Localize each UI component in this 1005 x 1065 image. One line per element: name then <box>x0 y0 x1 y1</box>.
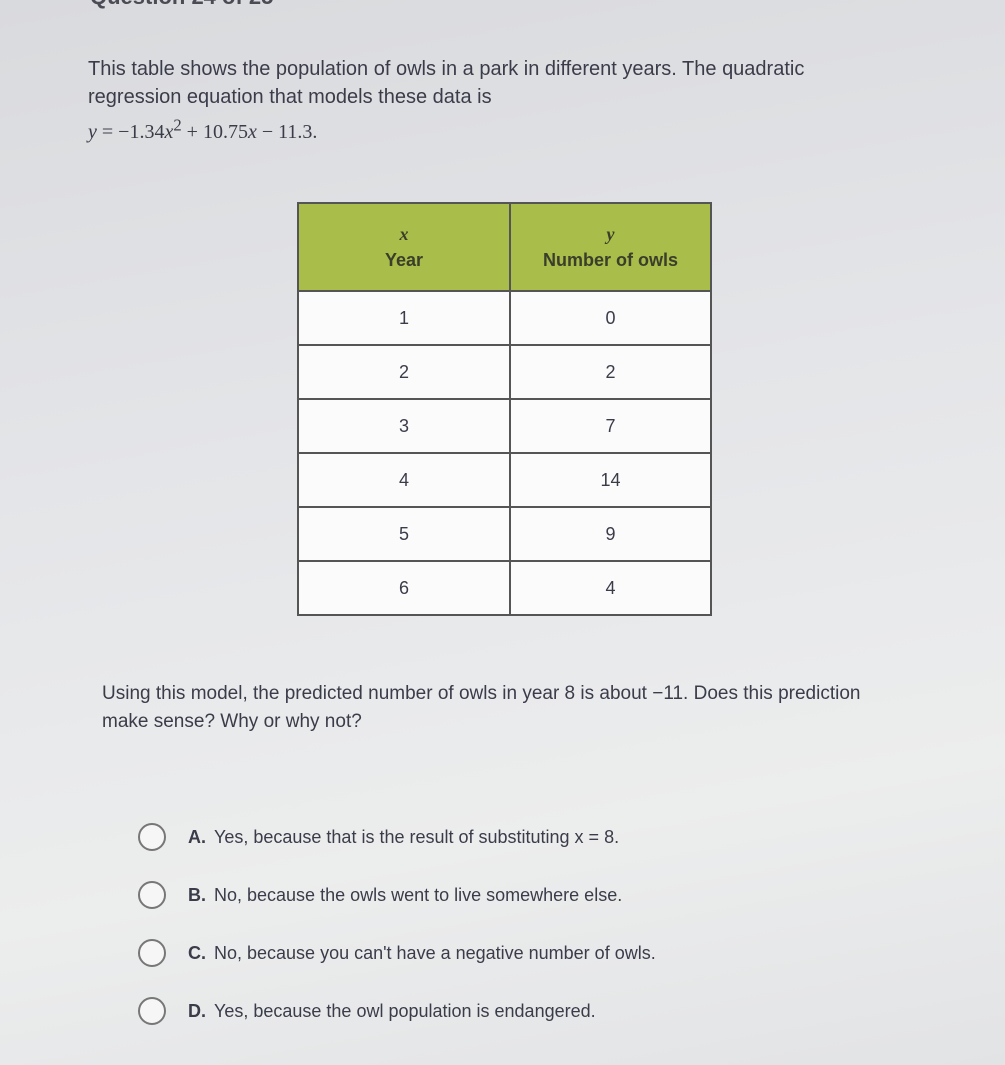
choice-b[interactable]: B. No, because the owls went to live some… <box>138 866 656 924</box>
regression-equation: y = −1.34x2 + 10.75x − 11.3. <box>88 115 318 143</box>
owls-cell: 7 <box>509 398 712 454</box>
year-cell: 3 <box>297 398 511 454</box>
radio-button[interactable] <box>138 997 166 1025</box>
year-cell: 1 <box>297 290 511 346</box>
owls-cell: 14 <box>509 452 712 508</box>
radio-button[interactable] <box>138 939 166 967</box>
choice-d[interactable]: D. Yes, because the owl population is end… <box>138 982 656 1040</box>
owls-cell: 4 <box>509 560 712 616</box>
owls-cell: 2 <box>509 344 712 400</box>
column-header-year: x Year <box>297 202 511 292</box>
owls-cell: 0 <box>509 290 712 346</box>
question-number: Question 24 of 25 <box>90 0 273 10</box>
answer-choices: A. Yes, because that is the result of sub… <box>138 808 656 1040</box>
year-cell: 5 <box>297 506 511 562</box>
radio-button[interactable] <box>138 823 166 851</box>
year-cell: 6 <box>297 560 511 616</box>
prompt-text: This table shows the population of owls … <box>88 58 805 108</box>
choice-c[interactable]: C. No, because you can't have a negative … <box>138 924 656 982</box>
owls-cell: 9 <box>509 506 712 562</box>
table-row: 4 14 <box>297 452 712 508</box>
radio-button[interactable] <box>138 881 166 909</box>
owl-population-table: x Year y Number of owls 1 0 2 2 3 7 4 14 5 9 6 4 <box>297 202 712 616</box>
year-cell: 4 <box>297 452 511 508</box>
column-header-owls: y Number of owls <box>509 202 712 292</box>
choice-a[interactable]: A. Yes, because that is the result of sub… <box>138 808 656 866</box>
question-prompt: This table shows the population of owls … <box>88 55 888 146</box>
year-cell: 2 <box>297 344 511 400</box>
follow-up-question: Using this model, the predicted number o… <box>102 683 861 732</box>
